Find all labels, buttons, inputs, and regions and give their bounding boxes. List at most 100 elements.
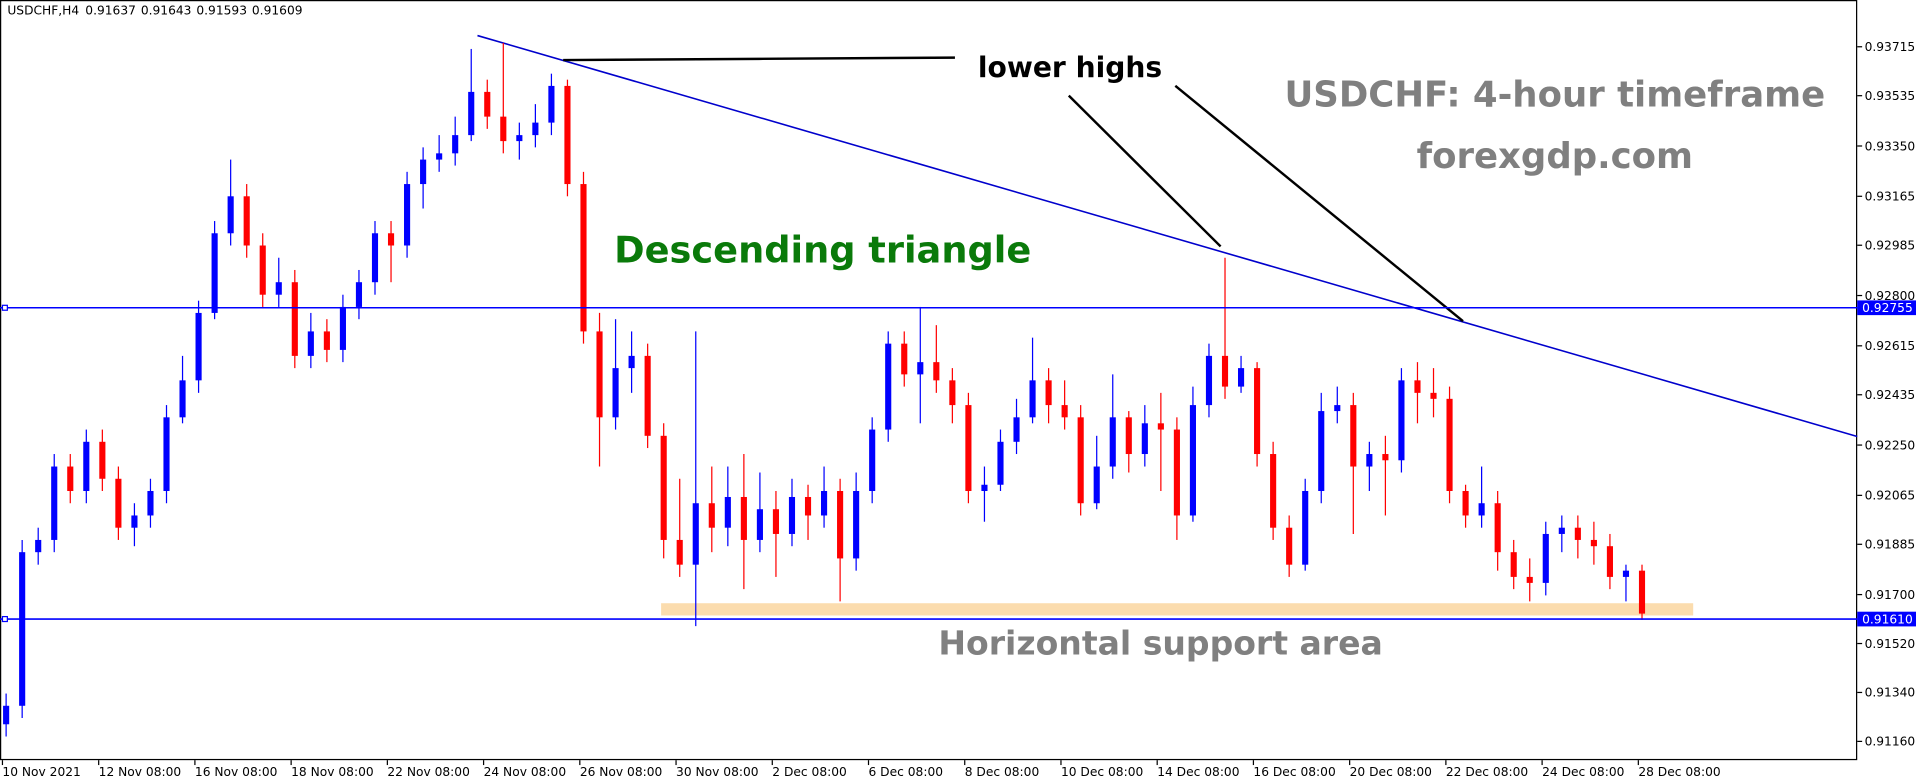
candle-body bbox=[1510, 552, 1517, 577]
x-tick-label: 22 Nov 08:00 bbox=[387, 765, 470, 779]
candle-body bbox=[901, 343, 908, 375]
candle-body bbox=[772, 509, 780, 534]
level-handle bbox=[1, 304, 8, 311]
candle-body bbox=[355, 282, 363, 307]
candle-body bbox=[1093, 466, 1100, 504]
candle-body bbox=[869, 429, 876, 492]
x-tick-label: 2 Dec 08:00 bbox=[772, 765, 847, 779]
candle-body bbox=[259, 245, 266, 295]
y-tick-label: 0.92615 bbox=[1865, 339, 1916, 353]
pattern-label: Descending triangle bbox=[614, 228, 1031, 271]
candle-body bbox=[1430, 392, 1437, 399]
candle-body bbox=[19, 552, 26, 706]
x-tick-label: 26 Nov 08:00 bbox=[580, 765, 663, 779]
candle-body bbox=[323, 331, 330, 350]
candle-body bbox=[997, 441, 1004, 485]
candle-body bbox=[1446, 398, 1453, 492]
candle-body bbox=[211, 233, 218, 313]
candle-body bbox=[452, 135, 459, 154]
y-tick-label: 0.91520 bbox=[1865, 637, 1916, 651]
candle-body bbox=[1061, 405, 1068, 418]
y-tick-label: 0.91885 bbox=[1865, 538, 1916, 552]
level-box bbox=[1857, 300, 1916, 316]
candle-body bbox=[853, 491, 860, 559]
candle-body bbox=[1494, 503, 1501, 553]
candle-body bbox=[1478, 503, 1485, 516]
candle-body bbox=[788, 496, 796, 534]
level-label: 0.92755 bbox=[1862, 301, 1913, 315]
candle-body bbox=[436, 153, 443, 160]
candle-body bbox=[596, 331, 603, 418]
x-tick-label: 10 Nov 2021 bbox=[2, 765, 80, 779]
candle-body bbox=[724, 496, 731, 528]
highs-label: lower highs bbox=[978, 51, 1162, 84]
candle-body bbox=[516, 135, 523, 142]
candle-body bbox=[67, 466, 74, 492]
pointer-line bbox=[563, 56, 955, 62]
y-tick-label: 0.91160 bbox=[1865, 735, 1916, 749]
candle-body bbox=[1334, 405, 1341, 412]
candle-body bbox=[933, 362, 940, 381]
header-value: 0.91593 bbox=[196, 4, 247, 18]
candle-body bbox=[484, 91, 491, 117]
candle-body bbox=[339, 306, 346, 350]
y-tick-label: 0.93350 bbox=[1865, 139, 1916, 153]
x-tick-label: 24 Dec 08:00 bbox=[1542, 765, 1624, 779]
candle-body bbox=[564, 85, 571, 185]
candle-body bbox=[1462, 491, 1469, 516]
candle-body bbox=[1558, 527, 1565, 534]
candle-body bbox=[1574, 527, 1581, 540]
x-tick-label: 6 Dec 08:00 bbox=[869, 765, 944, 779]
candle-body bbox=[1077, 417, 1084, 504]
trend-line bbox=[477, 34, 1858, 438]
candle-body bbox=[981, 484, 988, 492]
x-tick-label: 10 Dec 08:00 bbox=[1061, 765, 1143, 779]
x-tick-label: 24 Nov 08:00 bbox=[484, 765, 567, 779]
candle-body bbox=[804, 496, 812, 516]
candle-body bbox=[179, 380, 186, 418]
header-value: 0.91637 bbox=[85, 4, 136, 18]
candle-body bbox=[1237, 368, 1245, 387]
y-tick-label: 0.93715 bbox=[1865, 40, 1916, 54]
candle-body bbox=[612, 368, 619, 418]
candle-body bbox=[1205, 355, 1213, 406]
x-tick-label: 22 Dec 08:00 bbox=[1446, 765, 1528, 779]
candle-body bbox=[147, 491, 154, 516]
candle-body bbox=[676, 539, 683, 565]
chart-subtitle: forexgdp.com bbox=[1417, 136, 1693, 177]
level-handle bbox=[1, 615, 8, 623]
candle-body bbox=[1045, 380, 1052, 406]
candle-body bbox=[83, 441, 90, 492]
candle-body bbox=[1157, 423, 1164, 430]
candle-body bbox=[1173, 429, 1180, 516]
y-tick-label: 0.92065 bbox=[1865, 489, 1916, 503]
candle-body bbox=[885, 343, 892, 430]
level-box bbox=[1857, 611, 1916, 627]
candle-body bbox=[1221, 355, 1229, 387]
candle-body bbox=[837, 491, 844, 559]
candle-body bbox=[949, 380, 956, 406]
candle-body bbox=[1350, 405, 1357, 467]
candle-body bbox=[99, 441, 106, 479]
x-tick-label: 20 Dec 08:00 bbox=[1350, 765, 1432, 779]
symbol: USDCHF,H4 bbox=[7, 4, 79, 18]
support-zone bbox=[661, 603, 1694, 616]
candle-body bbox=[644, 355, 651, 436]
candle-body bbox=[1318, 411, 1325, 492]
pointer-line bbox=[1174, 84, 1464, 323]
y-tick-label: 0.92250 bbox=[1865, 438, 1916, 452]
candle-body bbox=[51, 466, 58, 540]
y-tick-label: 0.91340 bbox=[1865, 686, 1916, 700]
support-label: Horizontal support area bbox=[938, 624, 1382, 663]
candle-body bbox=[660, 435, 667, 540]
y-tick-label: 0.91700 bbox=[1865, 588, 1916, 602]
candle-body bbox=[548, 85, 555, 123]
candle-body bbox=[1286, 527, 1293, 565]
plot-frame bbox=[0, 0, 1858, 761]
candle-body bbox=[1606, 546, 1613, 577]
candle-body bbox=[115, 478, 122, 528]
candle-body bbox=[35, 539, 42, 553]
y-tick-label: 0.92800 bbox=[1865, 289, 1916, 303]
y-tick-label: 0.92435 bbox=[1865, 388, 1916, 402]
